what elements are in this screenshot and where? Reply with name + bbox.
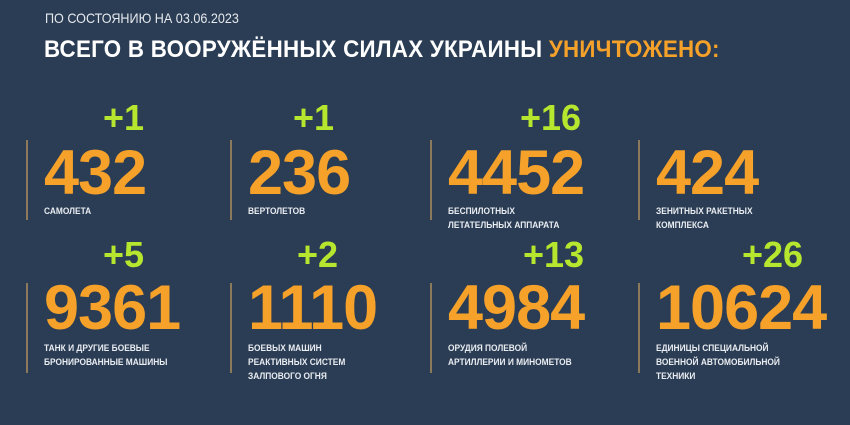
stat-label-line: ВЕРТОЛЕТОВ [248, 206, 306, 217]
stat-value: 236 [248, 138, 351, 208]
stat-label-line: ТЕХНИКИ [656, 371, 696, 382]
divider [230, 283, 232, 373]
date-line: ПО СОСТОЯНИЮ НА 03.06.2023 [45, 10, 239, 26]
stat-increment: +26 [742, 234, 804, 275]
stat-label-line: БРОНИРОВАННЫЕ МАШИНЫ [44, 357, 168, 368]
stat-label-line: БОЕВЫХ МАШИН [248, 343, 322, 354]
stat-increment: +16 [520, 97, 582, 138]
stat-value: 10624 [656, 273, 827, 343]
stat-label-line: ЛЕТАТЕЛЬНЫХ АППАРАТА [448, 220, 560, 231]
stat-label-line: БЕСПИЛОТНЫХ [448, 206, 515, 217]
stat-label-line: ВОЕННОЙ АВТОМОБИЛЬНОЙ [656, 357, 780, 368]
stat-card: 432 САМОЛЕТА [26, 140, 226, 240]
stat-value: 432 [44, 138, 147, 208]
stat-label: ОРУДИЯ ПОЛЕВОЙ АРТИЛЛЕРИИ И МИНОМЕТОВ [448, 342, 572, 370]
stat-label-line: КОМПЛЕКСА [656, 220, 709, 231]
stat-increment: +13 [523, 234, 585, 275]
title-main: ВСЕГО В ВООРУЖЁННЫХ СИЛАХ УКРАИНЫ [44, 36, 543, 63]
stat-label: САМОЛЕТА [44, 205, 91, 219]
stat-label-line: РЕАКТИВНЫХ СИСТЕМ [248, 357, 346, 368]
stat-increment: +1 [293, 97, 335, 138]
stat-increment: +5 [103, 234, 145, 275]
stat-label: ТАНК И ДРУГИЕ БОЕВЫЕ БРОНИРОВАННЫЕ МАШИНЫ [44, 342, 167, 370]
stat-label-line: ЗЕНИТНЫХ РАКЕТНЫХ [656, 206, 753, 217]
stat-increment: +2 [297, 234, 339, 275]
divider [430, 140, 432, 220]
stat-value: 9361 [44, 273, 181, 343]
stat-card: 10624 ЕДИНИЦЫ СПЕЦИАЛЬНОЙ ВОЕННОЙ АВТОМОБИ… [638, 273, 838, 384]
stat-label-line: ТАНК И ДРУГИЕ БОЕВЫЕ [44, 343, 150, 354]
stat-value: 1110 [248, 273, 378, 343]
stat-label: ВЕРТОЛЕТОВ [248, 205, 305, 219]
title-accent: УНИЧТОЖЕНО: [548, 36, 720, 63]
stat-label: ЕДИНИЦЫ СПЕЦИАЛЬНОЙ ВОЕННОЙ АВТОМОБИЛЬНОЙ… [656, 342, 780, 384]
page-title: ВСЕГО В ВООРУЖЁННЫХ СИЛАХ УКРАИНЫ УНИЧТО… [44, 36, 720, 64]
divider [638, 283, 640, 373]
divider [230, 140, 232, 220]
stat-card: 1110 БОЕВЫХ МАШИН РЕАКТИВНЫХ СИСТЕМ ЗАЛПОВО… [230, 273, 430, 384]
stat-value: 424 [656, 138, 759, 208]
stat-value: 4984 [448, 273, 585, 343]
stat-card: 424 ЗЕНИТНЫХ РАКЕТНЫХ КОМПЛЕКСА [638, 140, 838, 240]
divider [430, 283, 432, 373]
divider [26, 140, 28, 220]
stat-increment: +1 [103, 97, 145, 138]
stat-label-line: ЕДИНИЦЫ СПЕЦИАЛЬНОЙ [656, 343, 769, 354]
divider [26, 283, 28, 373]
stat-card: 4984 ОРУДИЯ ПОЛЕВОЙ АРТИЛЛЕРИИ И МИНОМЕТОВ [430, 273, 630, 383]
stat-value: 4452 [448, 138, 585, 208]
stat-label-line: ОРУДИЯ ПОЛЕВОЙ [448, 343, 528, 354]
stat-label-line: ЗАЛПОВОГО ОГНЯ [248, 371, 327, 382]
stat-label-line: САМОЛЕТА [44, 206, 92, 217]
stat-label-line: АРТИЛЛЕРИИ И МИНОМЕТОВ [448, 357, 572, 368]
stat-card: 236 ВЕРТОЛЕТОВ [230, 140, 430, 240]
stat-label: БОЕВЫХ МАШИН РЕАКТИВНЫХ СИСТЕМ ЗАЛПОВОГО О… [248, 342, 345, 384]
divider [638, 140, 640, 220]
stat-card: 9361 ТАНК И ДРУГИЕ БОЕВЫЕ БРОНИРОВАННЫЕ МА… [26, 273, 226, 383]
stat-card: 4452 БЕСПИЛОТНЫХ ЛЕТАТЕЛЬНЫХ АППАРАТА [430, 140, 630, 240]
stat-label: ЗЕНИТНЫХ РАКЕТНЫХ КОМПЛЕКСА [656, 205, 753, 233]
stat-label: БЕСПИЛОТНЫХ ЛЕТАТЕЛЬНЫХ АППАРАТА [448, 205, 559, 233]
